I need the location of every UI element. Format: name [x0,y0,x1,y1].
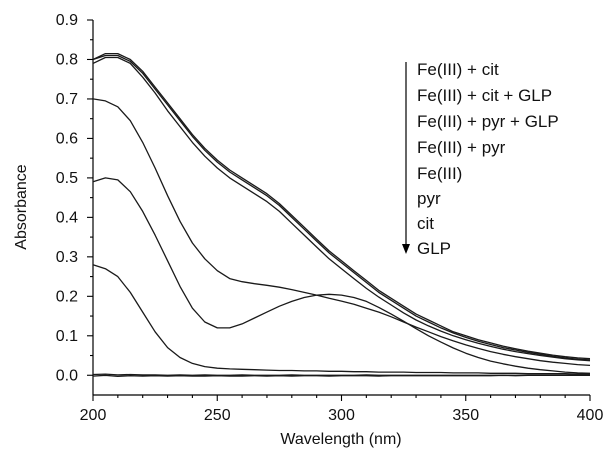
y-tick-label: 0.3 [56,249,78,266]
legend-entry: Fe(III) [417,164,462,183]
x-axis-title: Wavelength (nm) [280,431,401,448]
series-line-fe-iii-cit [92,52,591,360]
y-tick-label: 0.4 [56,209,78,226]
y-tick-label: 0.6 [56,130,78,147]
legend-arrow-head [402,244,410,254]
legend-entry: Fe(III) + cit [417,60,499,79]
y-tick-label: 0.7 [56,91,78,108]
legend-entry: GLP [417,239,451,258]
legend-entry: Fe(III) + pyr + GLP [417,112,559,131]
spectra [92,52,591,378]
x-tick-label: 250 [204,407,231,424]
y-axis-title: Absorbance [13,164,30,249]
x-tick-label: 350 [452,407,479,424]
y-tick-label: 0.9 [56,12,78,29]
y-tick-label: 0.1 [56,328,78,345]
legend: Fe(III) + cit Fe(III) + cit + GLP Fe(III) … [402,60,559,258]
series-line-fe-iii [92,177,591,374]
y-tick-label: 0.8 [56,51,78,68]
series-line-fe-iii-pyr-glp [92,56,591,362]
axis-ticks: 200 250 300 350 400 0.0 0.1 0.2 0.3 0.4 0.5 0.6 0.7 0… [56,12,604,424]
x-tick-label: 300 [328,407,355,424]
series-line-glp [92,374,590,378]
series-line-fe-iii-pyr [92,98,591,367]
x-tick-label: 400 [577,407,604,424]
axes [92,20,590,396]
legend-entry: cit [417,214,434,233]
series-line-pyr [92,264,590,375]
y-tick-label: 0.5 [56,170,78,187]
x-tick-label: 200 [80,407,107,424]
series-line-fe-iii-cit-glp [92,54,591,361]
legend-entry: pyr [417,189,441,208]
legend-entry: Fe(III) + cit + GLP [417,86,552,105]
y-tick-label: 0.0 [56,367,78,384]
y-tick-label: 0.2 [56,288,78,305]
legend-entry: Fe(III) + pyr [417,138,506,157]
